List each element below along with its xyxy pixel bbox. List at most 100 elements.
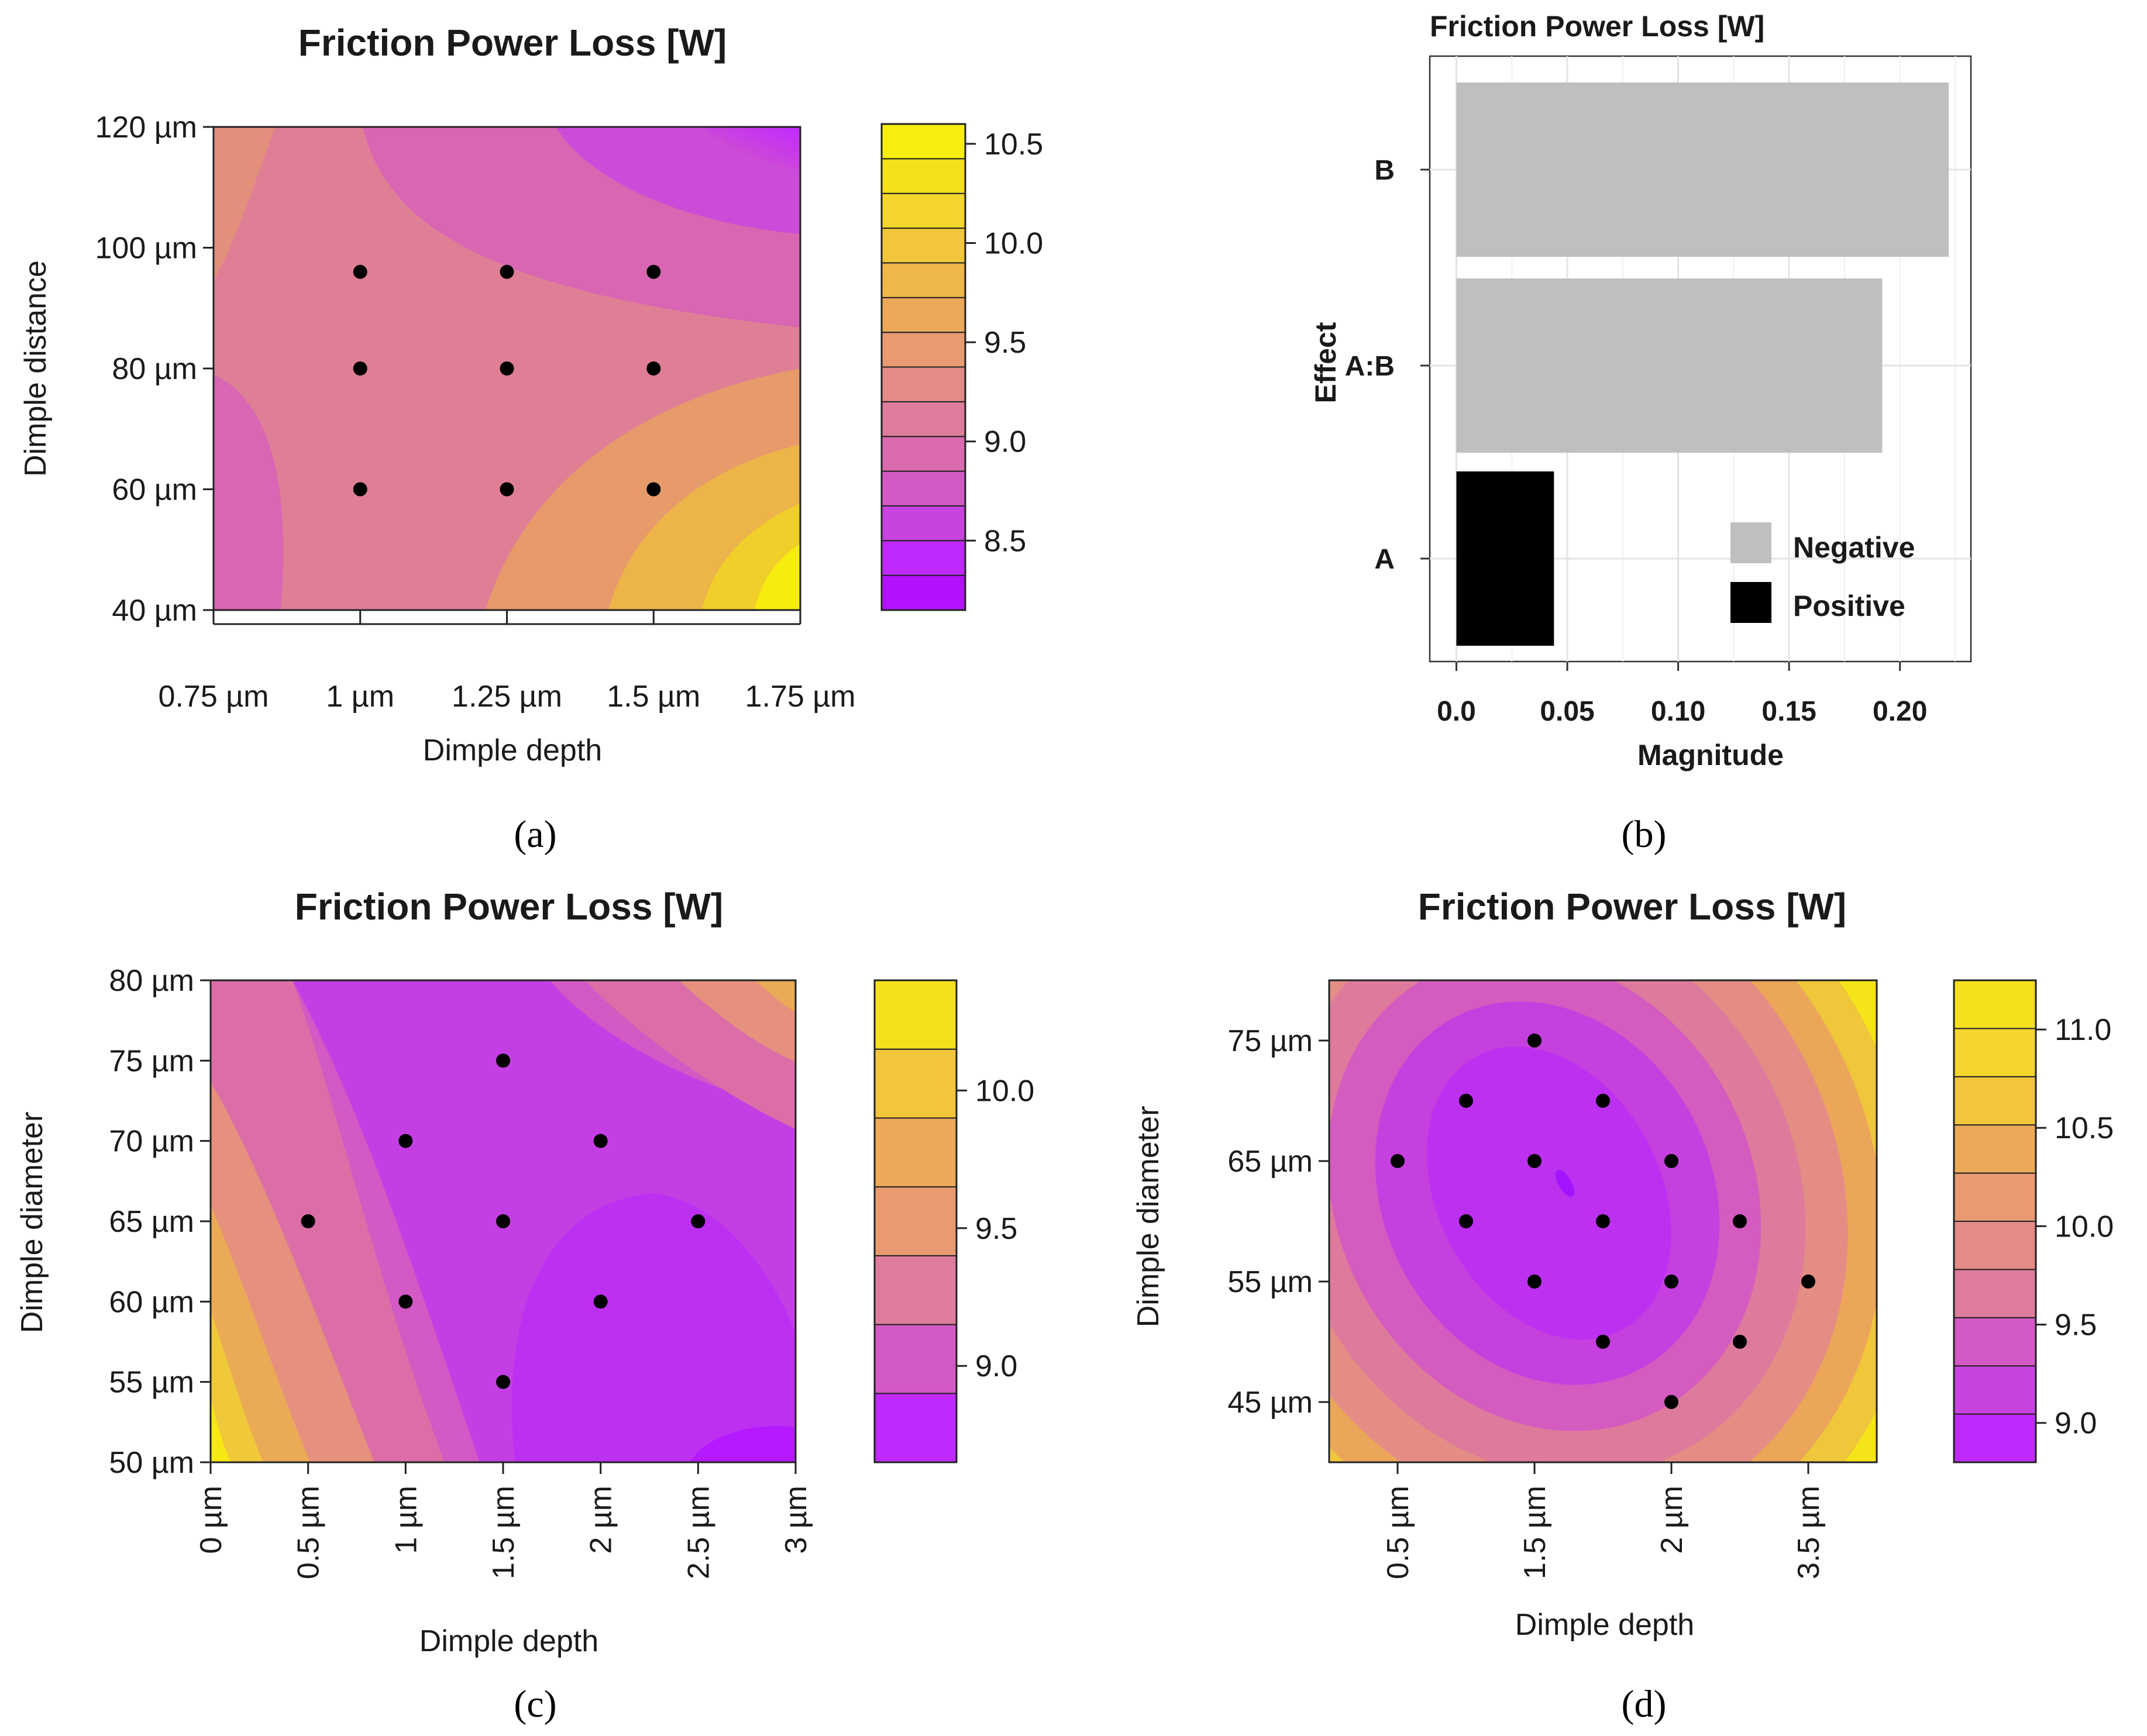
panel-a-xtick-label: 0.75 µm [159,680,269,714]
panel-c-axes: 50 µm 55 µm 60 µm 65 µm 70 µm 75 µm 80 µm 0 µm 0… [109,964,813,1579]
panel-c-design-point [496,1375,510,1389]
panel-b-ylabel: Effect [1309,322,1342,403]
panel-d-design-point [1596,1214,1610,1228]
panel-d-ytick-label: 65 µm [1227,1145,1313,1179]
panel-c-ytick-label: 80 µm [109,964,194,998]
panel-d-ytick-label: 55 µm [1227,1265,1313,1299]
panel-a: Friction Power Loss [W] 40 µm 60 µm 80 µm 1… [19,22,1043,856]
panel-d-ytick-label: 75 µm [1227,1024,1313,1058]
panel-d-colorbar-label: 9.5 [2055,1308,2097,1342]
panel-a-colorbar-level [881,262,966,298]
panel-a-axes: 40 µm 60 µm 80 µm 100 µm 120 µm 0.75 µm 1 µm 1.… [95,111,856,714]
panel-b-xtick-label: 0.0 [1437,696,1476,727]
panel-a-band-top-right-2 [556,127,800,234]
panel-d-colorbar-label: 10.0 [2055,1210,2114,1244]
panel-a-design-point [353,264,367,279]
panel-c-xtick-label: 2.5 µm [682,1486,715,1579]
panel-d-colorbar-label: 10.5 [2055,1111,2114,1145]
panel-a-band-top-right-3 [702,127,800,170]
panel-c-design-point [496,1053,510,1068]
panel-a-colorbar-label: 10.0 [984,227,1043,261]
panel-a-design-points [353,264,661,497]
panel-d-design-point [1801,1275,1815,1289]
panel-a-colorbar-level [881,297,966,333]
panel-c-ytick-label: 70 µm [109,1125,194,1159]
panel-d-design-point [1596,1094,1610,1108]
panel-c-xlabel: Dimple depth [419,1624,598,1658]
panel-c-xtick-label: 1 µm [389,1486,423,1554]
panel-c-design-point [398,1134,413,1148]
panel-a-contour-fill [214,127,800,610]
panel-a-design-point [646,264,661,279]
panel-d-band-magenta [1427,1046,1671,1340]
panel-a-colorbar-level [881,540,966,576]
panel-b-bar-a [1456,471,1554,646]
panel-d-colorbar-level [1953,1172,2036,1222]
panel-d-ytick-label: 45 µm [1227,1386,1313,1420]
panel-a-ytick-label: 100 µm [95,232,197,266]
panel-c-colorbar-level [874,1393,957,1463]
panel-c-caption: (c) [514,1683,556,1725]
panel-a-colorbar-label: 10.5 [984,128,1043,161]
panel-a-title: Friction Power Loss [W] [298,22,727,64]
panel-d-design-points [1391,1034,1815,1409]
panel-a-colorbar-level [881,401,966,438]
panel-c-colorbar-label: 10.0 [975,1074,1034,1108]
panel-d-colorbar-level [1953,1269,2036,1318]
panel-c-colorbar-level [874,980,957,1050]
panel-c-design-point [398,1294,413,1309]
panel-c-xtick-label: 0.5 µm [292,1486,326,1579]
panel-c-band-top-right-orange [755,980,796,1012]
legend-swatch-negative [1730,522,1771,563]
panel-a-ytick-label: 40 µm [112,594,197,628]
panel-d-xtick-label: 0.5 µm [1381,1486,1415,1579]
panel-c-colorbar-level [874,1324,957,1394]
panel-a-ytick-label: 120 µm [95,111,197,144]
panel-c-ytick-label: 55 µm [109,1366,194,1400]
panel-a-xtick-label: 1.75 µm [745,680,856,714]
panel-b-bar-a-b [1456,278,1883,453]
panel-c-ytick-label: 75 µm [109,1044,194,1078]
panel-c-colorbar-label: 9.5 [975,1212,1017,1246]
panel-d-colorbar-label: 9.0 [2055,1407,2097,1441]
panel-c-band-corner-magenta [690,1426,796,1462]
panel-a-colorbar-level [881,332,966,368]
panel-c-xtick-label: 1.5 µm [487,1486,521,1579]
panel-c-design-point [593,1134,608,1148]
panel-c-colorbar: 9.0 9.5 10.0 [873,979,1034,1463]
panel-c-design-point [496,1214,510,1228]
panel-a-colorbar-level [881,505,966,542]
panel-a-design-point [353,361,367,376]
panel-c-band-hollow [512,1193,796,1462]
panel-d-design-point [1527,1154,1542,1168]
panel-a-colorbar-level [881,158,966,194]
panel-a-design-point [646,361,661,376]
panel-d-colorbar-level [1953,1124,2036,1174]
panel-c-title: Friction Power Loss [W] [295,886,723,928]
panel-d-design-point [1459,1094,1473,1108]
panel-c-colorbar-level [874,1255,957,1325]
panel-b-bar-b [1456,82,1949,257]
legend-swatch-positive [1730,582,1771,623]
panel-c-band-left-gold [211,1310,263,1462]
panel-c-colorbar-label: 9.0 [975,1349,1017,1383]
panel-d-colorbar-level [1953,1028,2036,1077]
panel-c-xtick-label: 2 µm [584,1486,618,1554]
panel-b-xtick-label: 0.10 [1651,696,1705,727]
panel-a-design-point [500,361,514,376]
panel-d-caption: (d) [1622,1683,1667,1725]
panel-d-colorbar-level [1953,1221,2036,1270]
panel-c-xtick-label: 3 µm [779,1486,813,1554]
panel-b-axes: B A:B A 0.0 0.05 0.10 0.15 0.20 [1345,155,1928,727]
panel-a-colorbar-label: 8.5 [984,524,1026,558]
panel-a-colorbar-level [881,436,966,472]
panel-b-ytick-label: B [1374,155,1395,186]
panel-d-xtick-label: 1.5 µm [1518,1486,1552,1579]
panel-d-colorbar-level [1953,1413,2036,1463]
panel-d-xtick-label: 2 µm [1655,1486,1689,1554]
panel-b-ytick-label: A [1374,544,1395,575]
panel-b-xtick-label: 0.05 [1540,696,1594,727]
panel-c-colorbar-level [874,1117,957,1188]
panel-c-xtick-label: 0 µm [194,1486,228,1554]
panel-a-colorbar: 8.5 9.0 9.5 10.0 10.5 [880,123,1043,611]
